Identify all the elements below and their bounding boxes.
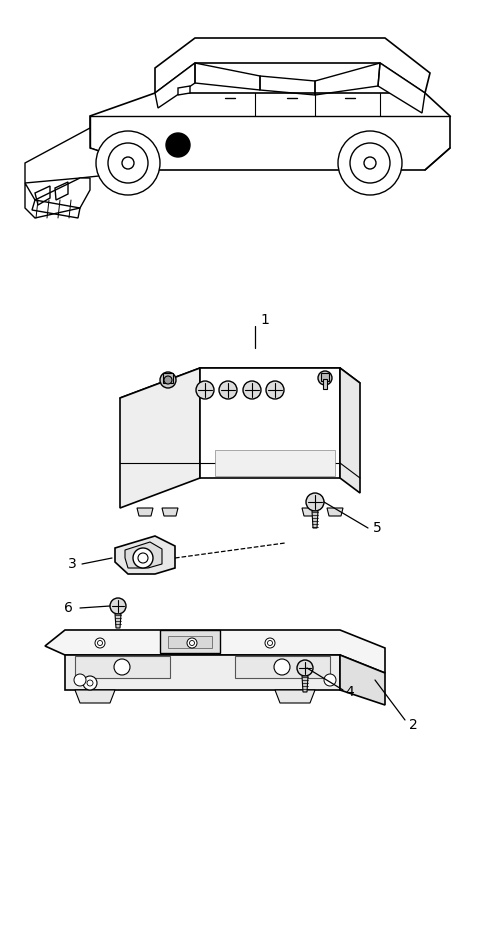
- Text: 5: 5: [372, 521, 382, 535]
- Circle shape: [95, 638, 105, 648]
- Circle shape: [265, 638, 275, 648]
- Polygon shape: [90, 93, 450, 170]
- Circle shape: [318, 371, 332, 385]
- Polygon shape: [312, 511, 318, 528]
- Text: 2: 2: [408, 718, 418, 732]
- Polygon shape: [275, 690, 315, 703]
- Circle shape: [219, 381, 237, 399]
- Polygon shape: [302, 508, 318, 516]
- Polygon shape: [302, 676, 308, 692]
- Polygon shape: [155, 63, 195, 108]
- Bar: [75, 656, 170, 678]
- Polygon shape: [125, 542, 162, 568]
- Bar: [321, 373, 329, 381]
- Text: 4: 4: [346, 685, 354, 699]
- Circle shape: [164, 376, 172, 384]
- Circle shape: [187, 638, 197, 648]
- Polygon shape: [45, 630, 385, 673]
- Polygon shape: [200, 368, 340, 478]
- Circle shape: [324, 674, 336, 686]
- Circle shape: [297, 660, 313, 676]
- Text: 6: 6: [63, 601, 72, 615]
- Bar: [323, 379, 327, 389]
- Circle shape: [110, 598, 126, 614]
- Polygon shape: [120, 368, 200, 508]
- Polygon shape: [160, 630, 220, 653]
- Polygon shape: [115, 614, 121, 628]
- Circle shape: [160, 372, 176, 388]
- Bar: [168, 636, 212, 648]
- Circle shape: [274, 659, 290, 675]
- Polygon shape: [155, 38, 430, 93]
- Polygon shape: [115, 536, 175, 574]
- Polygon shape: [137, 508, 153, 516]
- Circle shape: [196, 381, 214, 399]
- Circle shape: [74, 674, 86, 686]
- Polygon shape: [378, 63, 425, 113]
- Bar: [215, 450, 335, 476]
- Circle shape: [114, 659, 130, 675]
- Circle shape: [243, 381, 261, 399]
- Circle shape: [338, 131, 402, 195]
- Circle shape: [266, 381, 284, 399]
- Text: 1: 1: [261, 313, 269, 327]
- Bar: [163, 373, 173, 383]
- Circle shape: [83, 676, 97, 690]
- Polygon shape: [340, 368, 360, 493]
- Text: 3: 3: [68, 557, 76, 571]
- Circle shape: [306, 493, 324, 511]
- Polygon shape: [162, 508, 178, 516]
- Polygon shape: [340, 655, 385, 705]
- Circle shape: [166, 133, 190, 157]
- Polygon shape: [178, 86, 190, 95]
- Polygon shape: [75, 690, 115, 703]
- Polygon shape: [65, 655, 340, 690]
- Polygon shape: [120, 368, 360, 413]
- Circle shape: [96, 131, 160, 195]
- Polygon shape: [327, 508, 343, 516]
- Circle shape: [133, 548, 153, 568]
- Polygon shape: [25, 128, 155, 183]
- Polygon shape: [25, 178, 90, 218]
- Bar: [235, 656, 330, 678]
